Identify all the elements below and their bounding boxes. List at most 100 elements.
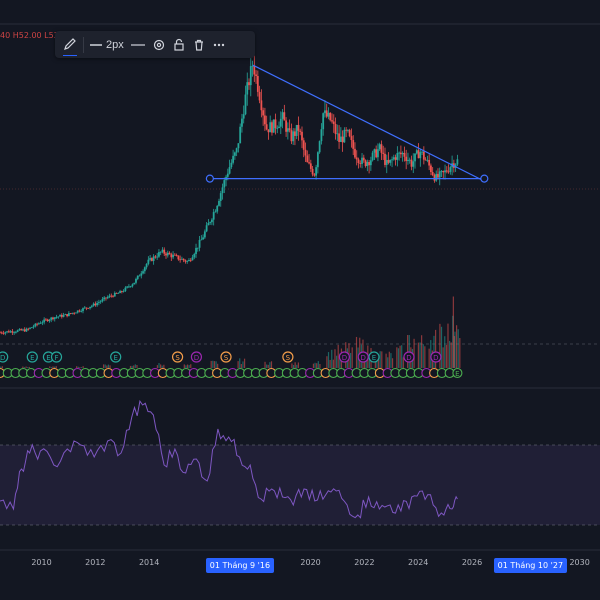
event-markers[interactable]: D E E F E S D S S D ED D DE — [0, 351, 463, 379]
volume-bar — [163, 364, 165, 368]
settings-button[interactable] — [152, 34, 166, 56]
line-handle[interactable] — [205, 174, 214, 183]
event-marker[interactable]: D — [338, 351, 350, 363]
candle-body — [202, 237, 204, 240]
event-marker[interactable]: D — [430, 351, 442, 363]
candle-body — [336, 133, 339, 135]
candle-body — [228, 167, 231, 174]
pencil-button[interactable] — [63, 33, 77, 56]
event-marker[interactable]: D — [0, 351, 9, 363]
candle-body — [249, 66, 252, 86]
volume-bar — [401, 345, 403, 368]
candle-body — [350, 136, 353, 141]
volume-bar — [52, 366, 54, 368]
candle-body — [18, 329, 21, 331]
event-marker[interactable]: S — [282, 351, 294, 363]
delete-button[interactable] — [192, 34, 206, 56]
candle-body — [364, 160, 367, 167]
candle-body — [193, 254, 196, 258]
trend-line[interactable] — [252, 64, 485, 182]
candle-body — [237, 143, 240, 149]
event-marker[interactable]: S — [171, 351, 184, 363]
candle-body — [32, 326, 35, 328]
candle-body — [272, 119, 275, 133]
gear-icon — [153, 39, 164, 50]
volume-bar — [326, 356, 328, 368]
candle-body — [341, 136, 344, 143]
event-marker[interactable]: D — [190, 351, 203, 363]
line-handle[interactable] — [480, 174, 489, 183]
event-marker-circle — [0, 351, 9, 363]
event-marker[interactable]: E — [26, 351, 38, 363]
event-marker[interactable]: E — [110, 351, 122, 363]
candle-body — [414, 153, 416, 162]
candle-body — [239, 126, 242, 144]
volume-bar — [296, 364, 298, 368]
candle-body — [378, 144, 381, 150]
volume-bar — [212, 360, 214, 368]
event-marker-label: S — [286, 354, 291, 362]
candle-body — [332, 121, 335, 125]
candle-body — [55, 316, 58, 318]
volume-bar — [243, 358, 246, 368]
candle-body — [67, 313, 70, 317]
candle-body — [301, 131, 303, 141]
candle-body — [147, 259, 150, 264]
volume-bar — [267, 364, 269, 368]
candle-body — [334, 124, 337, 134]
candle-body — [207, 223, 210, 226]
candle-body — [373, 149, 376, 153]
volume-bar — [363, 358, 366, 368]
volume-bar — [156, 365, 158, 368]
candle-body — [25, 328, 28, 332]
candle-body — [136, 275, 139, 279]
volume-bar — [0, 366, 2, 368]
volume-bar — [430, 340, 432, 368]
event-marker-circle — [403, 351, 415, 363]
candle-body — [6, 331, 8, 333]
event-marker-label: E — [455, 370, 459, 378]
candle-body — [265, 124, 268, 130]
candle-body — [73, 312, 76, 314]
candle-body — [117, 293, 120, 294]
event-marker[interactable]: D — [403, 351, 415, 363]
candle-body — [59, 314, 61, 317]
event-marker[interactable]: D — [357, 351, 369, 363]
candle-body — [294, 131, 296, 136]
candle-body — [43, 319, 46, 323]
candle-body — [362, 157, 365, 161]
candle-body — [57, 316, 60, 318]
candle-body — [90, 305, 93, 307]
more-button[interactable] — [212, 34, 226, 56]
volume-bar — [339, 353, 341, 368]
ohlc-legend: 40 H52.00 L52 — [0, 31, 59, 40]
candle-body — [30, 327, 33, 329]
candle-body — [431, 172, 434, 176]
candle-body — [278, 126, 280, 128]
candle-body — [173, 254, 176, 256]
event-marker[interactable]: S — [220, 351, 232, 363]
candle-body — [216, 205, 219, 212]
candle-body — [218, 200, 220, 206]
line-style-button[interactable] — [130, 34, 146, 56]
candle-body — [203, 231, 206, 238]
volume-bar — [28, 366, 30, 368]
line-width-button[interactable]: 2px — [90, 34, 124, 56]
event-marker[interactable]: E — [368, 351, 380, 363]
lock-button[interactable] — [172, 34, 186, 56]
drawing-layer[interactable] — [205, 64, 489, 183]
candle-body — [172, 254, 174, 258]
candle-body — [221, 187, 224, 194]
volume-bar — [161, 365, 163, 368]
candle-body — [345, 129, 348, 131]
event-marker[interactable]: F — [50, 351, 63, 363]
event-marker-label: E — [46, 354, 50, 362]
candle-body — [377, 149, 379, 158]
candle-body — [0, 332, 3, 334]
volume-bar — [183, 364, 185, 368]
candle-body — [251, 65, 254, 67]
candle-body — [375, 149, 378, 158]
candle-body — [324, 110, 326, 114]
candle-body — [405, 156, 408, 162]
